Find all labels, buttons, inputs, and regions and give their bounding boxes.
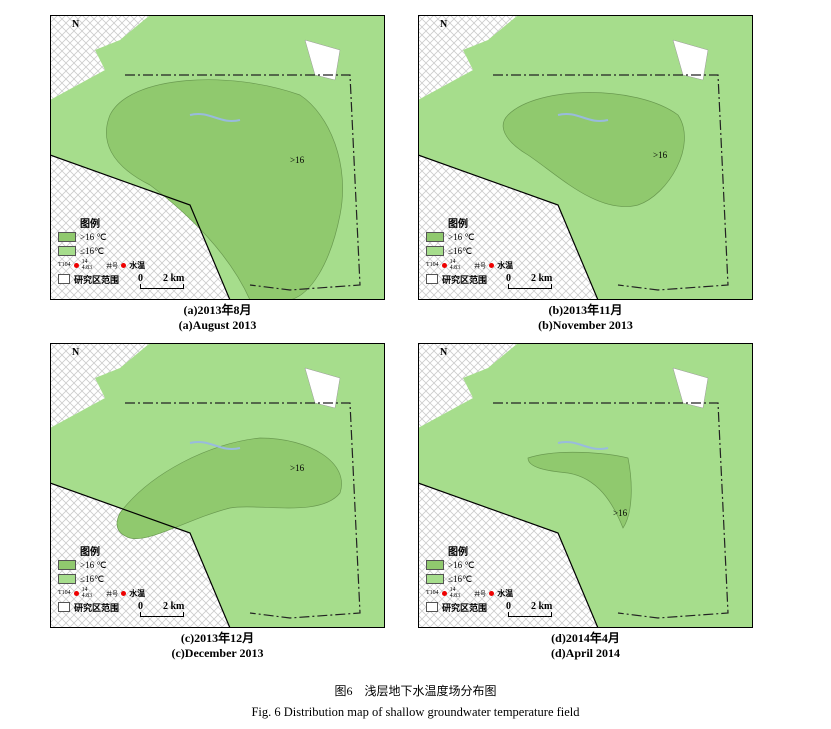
legend-area: 研究区范围 bbox=[442, 602, 488, 613]
zone-label: >16 bbox=[290, 155, 305, 165]
hatch-area bbox=[50, 155, 230, 300]
legend-well-id: T104 bbox=[426, 262, 439, 268]
legend: 图例 >16 ℃ ≤16℃ T104 14 4.83 井号 水温 研究区范围 bbox=[426, 543, 513, 614]
legend: 图例 >16 ℃ ≤16℃ T104 14 4.83 井号 水温 研究区范围 bbox=[58, 215, 145, 286]
legend-well-label: 井号 bbox=[106, 591, 119, 598]
high-temp-zone bbox=[527, 451, 632, 529]
scale-bar: 0 2 km bbox=[138, 273, 184, 289]
legend-value-top: 14 bbox=[449, 259, 456, 265]
panel-caption: (b)2013年11月 (b)November 2013 bbox=[418, 303, 753, 333]
north-arrow-icon: N bbox=[440, 347, 448, 358]
legend: 图例 >16 ℃ ≤16℃ T104 14 4.83 井号 水温 研究区范围 bbox=[58, 543, 145, 614]
legend: 图例 >16 ℃ ≤16℃ T104 14 4.83 井号 水温 研究区范围 bbox=[426, 215, 513, 286]
scale-bar: 0 2 km bbox=[506, 273, 552, 289]
caption-en: (c)December 2013 bbox=[171, 646, 264, 660]
scale-zero: 0 bbox=[506, 273, 511, 284]
legend-high: >16 ℃ bbox=[80, 231, 107, 242]
scale-zero: 0 bbox=[138, 273, 143, 284]
scale-zero: 0 bbox=[506, 601, 511, 612]
legend-area: 研究区范围 bbox=[74, 602, 120, 613]
legend-well-label: 井号 bbox=[106, 263, 119, 270]
legend-value-bottom: 4.83 bbox=[81, 593, 93, 599]
legend-value-bottom: 4.83 bbox=[449, 593, 461, 599]
legend-area: 研究区范围 bbox=[74, 274, 120, 285]
study-area-boundary bbox=[493, 74, 729, 291]
caption-zh: (b)2013年11月 bbox=[548, 303, 623, 317]
north-arrow-icon: N bbox=[72, 19, 80, 30]
scale-dist: 2 km bbox=[163, 273, 185, 284]
map-panel: N >16 图例 >16 ℃ ≤16℃ T104 14 4.83 井号 水温 研究区范… bbox=[50, 15, 385, 300]
scale-dist: 2 km bbox=[531, 273, 553, 284]
legend-value-bottom: 4.83 bbox=[449, 265, 461, 271]
legend-title: 图例 bbox=[80, 219, 100, 230]
map bbox=[418, 343, 753, 628]
caption-zh: (a)2013年8月 bbox=[183, 303, 252, 317]
legend-well-label: 井号 bbox=[474, 591, 487, 598]
legend-high: >16 ℃ bbox=[448, 231, 475, 242]
legend-well-desc: 水温 bbox=[497, 588, 514, 598]
panel-caption: (c)2013年12月 (c)December 2013 bbox=[50, 631, 385, 661]
figure-caption-zh: 图6 浅层地下水温度场分布图 bbox=[334, 684, 497, 698]
legend-low: ≤16℃ bbox=[448, 573, 473, 584]
study-area-boundary bbox=[493, 402, 729, 619]
legend-low: ≤16℃ bbox=[448, 245, 473, 256]
legend-well-label: 井号 bbox=[474, 263, 487, 270]
legend-value-top: 14 bbox=[81, 259, 88, 265]
legend-value-top: 14 bbox=[449, 587, 456, 593]
zone-label: >16 bbox=[653, 150, 668, 160]
map-panel: N >16 图例 >16 ℃ ≤16℃ T104 14 4.83 井号 水温 研究区范… bbox=[418, 343, 753, 628]
legend-high: >16 ℃ bbox=[448, 559, 475, 570]
map bbox=[50, 15, 385, 300]
legend-area: 研究区范围 bbox=[442, 274, 488, 285]
low-temp-zone bbox=[418, 343, 753, 628]
legend-title: 图例 bbox=[448, 219, 468, 230]
legend-title: 图例 bbox=[448, 547, 468, 558]
hatch-area bbox=[418, 483, 598, 628]
legend-low: ≤16℃ bbox=[80, 573, 105, 584]
zone-label: >16 bbox=[613, 508, 628, 518]
legend-value-bottom: 4.83 bbox=[81, 265, 93, 271]
caption-en: (a)August 2013 bbox=[178, 318, 257, 332]
legend-well-id: T104 bbox=[58, 262, 71, 268]
panel-caption: (d)2014年4月 (d)April 2014 bbox=[418, 631, 753, 661]
legend-well-desc: 水温 bbox=[497, 260, 514, 270]
high-temp-zone bbox=[106, 79, 343, 300]
panel-caption: (a)2013年8月 (a)August 2013 bbox=[50, 303, 385, 333]
legend-high: >16 ℃ bbox=[80, 559, 107, 570]
map bbox=[50, 343, 385, 628]
scale-dist: 2 km bbox=[531, 601, 553, 612]
legend-title: 图例 bbox=[80, 547, 100, 558]
zone-label: >16 bbox=[290, 463, 305, 473]
map-panel: N >16 图例 >16 ℃ ≤16℃ T104 14 4.83 井号 水温 研究区范… bbox=[418, 15, 753, 300]
map bbox=[418, 15, 753, 300]
scale-bar: 0 2 km bbox=[138, 601, 184, 617]
scale-dist: 2 km bbox=[163, 601, 185, 612]
legend-well-id: T104 bbox=[58, 590, 71, 596]
caption-en: (b)November 2013 bbox=[538, 318, 633, 332]
caption-zh: (d)2014年4月 bbox=[551, 631, 620, 645]
high-temp-zone bbox=[116, 437, 342, 540]
north-arrow-icon: N bbox=[440, 19, 448, 30]
legend-low: ≤16℃ bbox=[80, 245, 105, 256]
north-arrow-icon: N bbox=[72, 347, 80, 358]
high-temp-zone bbox=[502, 92, 685, 207]
scale-bar: 0 2 km bbox=[506, 601, 552, 617]
legend-well-desc: 水温 bbox=[129, 588, 146, 598]
study-area-boundary bbox=[125, 402, 361, 619]
legend-well-desc: 水温 bbox=[129, 260, 146, 270]
caption-en: (d)April 2014 bbox=[551, 646, 620, 660]
map-panel: N >16 图例 >16 ℃ ≤16℃ T104 14 4.83 井号 水温 研究区范… bbox=[50, 343, 385, 628]
legend-value-top: 14 bbox=[81, 587, 88, 593]
study-area-boundary bbox=[125, 74, 361, 291]
hatch-area bbox=[50, 483, 230, 628]
scale-zero: 0 bbox=[138, 601, 143, 612]
hatch-area bbox=[418, 155, 598, 300]
caption-zh: (c)2013年12月 bbox=[180, 631, 255, 645]
figure-caption-en: Fig. 6 Distribution map of shallow groun… bbox=[251, 705, 580, 719]
legend-well-id: T104 bbox=[426, 590, 439, 596]
